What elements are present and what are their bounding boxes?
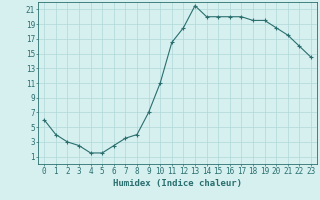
X-axis label: Humidex (Indice chaleur): Humidex (Indice chaleur) bbox=[113, 179, 242, 188]
